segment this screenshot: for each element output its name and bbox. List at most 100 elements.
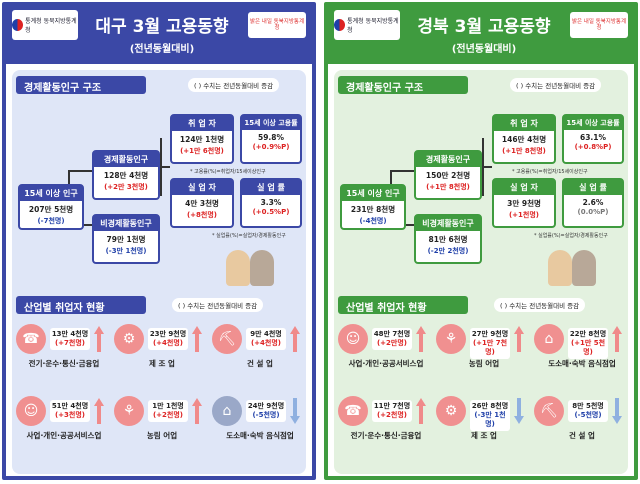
people-illustration bbox=[222, 246, 278, 286]
nonecon-label: 비경제활동인구 bbox=[94, 216, 158, 231]
industry-item: ⚘ 1만 1천명 (+2천명) 농림 어업 bbox=[114, 396, 210, 444]
emprate-change: (+0.8%P) bbox=[574, 143, 612, 151]
pop15-box: 15세 이상 인구 207만 5천명 (-7천명) bbox=[18, 184, 84, 230]
industry-values: 27만 9천명 (+1만 7천명) bbox=[470, 328, 510, 360]
person-icon bbox=[226, 250, 250, 286]
employed-value: 146만 4천명 bbox=[501, 135, 547, 144]
page-subtitle: (전년동월대비) bbox=[451, 44, 517, 55]
people-illustration bbox=[544, 246, 600, 286]
tractor-icon: ⚘ bbox=[436, 324, 466, 354]
note-change: ( ) 수치는 전년동월대비 증감 bbox=[172, 298, 264, 312]
section-title-structure: 경제활동인구 구조 bbox=[338, 76, 468, 94]
daegu-panel: 통계청 동북지방통계청 대구 3월 고용동향 (전년동월대비) 밝은 내일 동북… bbox=[2, 2, 316, 480]
unrate-box: 실 업 률 2.6% (0.0%P) bbox=[562, 178, 624, 228]
section-title-industry: 산업별 취업자 현황 bbox=[338, 296, 468, 314]
person-icon bbox=[548, 250, 572, 286]
industry-label: 전기·운수·통신·금융업 bbox=[28, 359, 100, 368]
emblem-icon bbox=[12, 19, 24, 31]
employed-box: 취 업 자 124만 1천명 (+1만 6천명) bbox=[170, 114, 234, 164]
industry-item: ☺ 48만 7천명 (+2만명) 사업·개인·공공서비스업 bbox=[338, 324, 434, 372]
industry-item: ⚙ 23만 9천명 (+4천명) 제 조 업 bbox=[114, 324, 210, 372]
industry-change: (+4천명) bbox=[250, 339, 281, 348]
industry-label: 제 조 업 bbox=[471, 431, 497, 440]
industry-change: (-3만 1천명) bbox=[474, 411, 506, 429]
econ-value: 150만 2천명 bbox=[425, 171, 471, 180]
industry-label: 전기·운수·통신·금융업 bbox=[350, 431, 422, 440]
emprate-label: 15세 이상 고용률 bbox=[242, 116, 300, 130]
emblem-icon bbox=[334, 19, 346, 31]
industry-change: (-5천명) bbox=[574, 411, 602, 420]
connector bbox=[390, 170, 414, 172]
note-change: ( ) 수치는 전년동월대비 증감 bbox=[510, 78, 602, 92]
econ-label: 경제활동인구 bbox=[94, 152, 158, 167]
industry-count: 8만 5천명 bbox=[572, 402, 604, 410]
nonecon-value: 81만 6천명 bbox=[428, 235, 468, 244]
header: 통계청 동북지방통계청 대구 3월 고용동향 (전년동월대비) 밝은 내일 동북… bbox=[6, 6, 312, 64]
service-icon: ☺ bbox=[338, 324, 368, 354]
content-area: 경제활동인구 구조 ( ) 수치는 전년동월대비 증감 15세 이상 인구 23… bbox=[334, 70, 628, 474]
employed-box: 취 업 자 146만 4천명 (+1만 8천명) bbox=[492, 114, 556, 164]
content-area: 경제활동인구 구조 ( ) 수치는 전년동월대비 증감 15세 이상 인구 20… bbox=[12, 70, 306, 474]
industry-change: (+2천명) bbox=[152, 411, 183, 420]
industry-count: 11만 7천명 bbox=[373, 402, 411, 410]
econ-box: 경제활동인구 128만 4천명 (+2만 3천명) bbox=[92, 150, 160, 200]
industry-values: 48만 7천명 (+2만명) bbox=[372, 328, 412, 351]
econ-change: (+1만 8천명) bbox=[426, 183, 470, 191]
phone-icon: ☎ bbox=[338, 396, 368, 426]
industry-values: 9만 4천명 (+4천명) bbox=[246, 328, 286, 351]
arrow-down-icon bbox=[290, 398, 300, 424]
industry-values: 26만 8천명 (-3만 1천명) bbox=[470, 400, 510, 432]
arrow-up-icon bbox=[514, 326, 524, 352]
emprate-box: 15세 이상 고용률 63.1% (+0.8%P) bbox=[562, 114, 624, 164]
unemployed-value: 4만 3천명 bbox=[185, 199, 219, 208]
industry-change: (+1만 7천명) bbox=[472, 339, 508, 357]
industry-values: 24만 9천명 (-5천명) bbox=[246, 400, 286, 423]
pop15-box: 15세 이상 인구 231만 8천명 (-4천명) bbox=[340, 184, 406, 230]
industry-count: 22만 8천명 bbox=[569, 330, 607, 338]
arrow-up-icon bbox=[192, 326, 202, 352]
unemployed-change: (+8천명) bbox=[186, 211, 217, 219]
econ-label: 경제활동인구 bbox=[416, 152, 480, 167]
pop15-change: (-7천명) bbox=[37, 217, 65, 225]
econ-value: 128만 4천명 bbox=[103, 171, 149, 180]
logo-text: 통계청 동북지방통계청 bbox=[25, 18, 77, 34]
industry-count: 26만 8천명 bbox=[471, 402, 509, 410]
person-icon bbox=[250, 250, 274, 286]
arrow-down-icon bbox=[514, 398, 524, 424]
arrow-up-icon bbox=[416, 326, 426, 352]
arrow-up-icon bbox=[416, 398, 426, 424]
unemployed-change: (+1천명) bbox=[508, 211, 539, 219]
tractor-icon: ⚘ bbox=[114, 396, 144, 426]
industry-item: ⛏ 9만 4천명 (+4천명) 건 설 업 bbox=[212, 324, 308, 372]
industry-count: 48만 7천명 bbox=[373, 330, 411, 338]
unrate-change: (0.0%P) bbox=[577, 208, 609, 216]
industry-item: ⚘ 27만 9천명 (+1만 7천명) 농림 어업 bbox=[436, 324, 532, 372]
office-logo: 밝은 내일 동북지방통계청 bbox=[248, 12, 306, 38]
industry-change: (+2천명) bbox=[376, 411, 407, 420]
arrow-up-icon bbox=[192, 398, 202, 424]
excavator-icon: ⛏ bbox=[212, 324, 242, 354]
industry-count: 9만 4천명 bbox=[250, 330, 282, 338]
emprate-value: 63.1% bbox=[579, 133, 607, 142]
industry-count: 27만 9천명 bbox=[471, 330, 509, 338]
store-icon: ⌂ bbox=[534, 324, 564, 354]
industry-label: 제 조 업 bbox=[149, 359, 175, 368]
industry-label: 사업·개인·공공서비스업 bbox=[26, 431, 102, 440]
industry-change: (+2만명) bbox=[376, 339, 407, 348]
industry-count: 13만 4천명 bbox=[51, 330, 89, 338]
industry-count: 23만 9천명 bbox=[149, 330, 187, 338]
pop15-value: 231만 8천명 bbox=[350, 205, 396, 214]
office-logo: 밝은 내일 동북지방통계청 bbox=[570, 12, 628, 38]
industry-label: 농림 어업 bbox=[468, 359, 500, 368]
industry-count: 51만 4천명 bbox=[51, 402, 89, 410]
emprate-value: 59.8% bbox=[257, 133, 285, 142]
industry-values: 13만 4천명 (+7천명) bbox=[50, 328, 90, 351]
employed-change: (+1만 6천명) bbox=[180, 147, 224, 155]
industry-values: 22만 8천명 (+1만 5천명) bbox=[568, 328, 608, 360]
industry-change: (+4천명) bbox=[152, 339, 183, 348]
footnote-emprate: * 고용률(%)=취업자/15세이상인구 bbox=[512, 169, 588, 175]
connector bbox=[482, 166, 492, 168]
pop15-value: 207만 5천명 bbox=[28, 205, 74, 214]
gear-icon: ⚙ bbox=[436, 396, 466, 426]
note-change: ( ) 수치는 전년동월대비 증감 bbox=[494, 298, 586, 312]
